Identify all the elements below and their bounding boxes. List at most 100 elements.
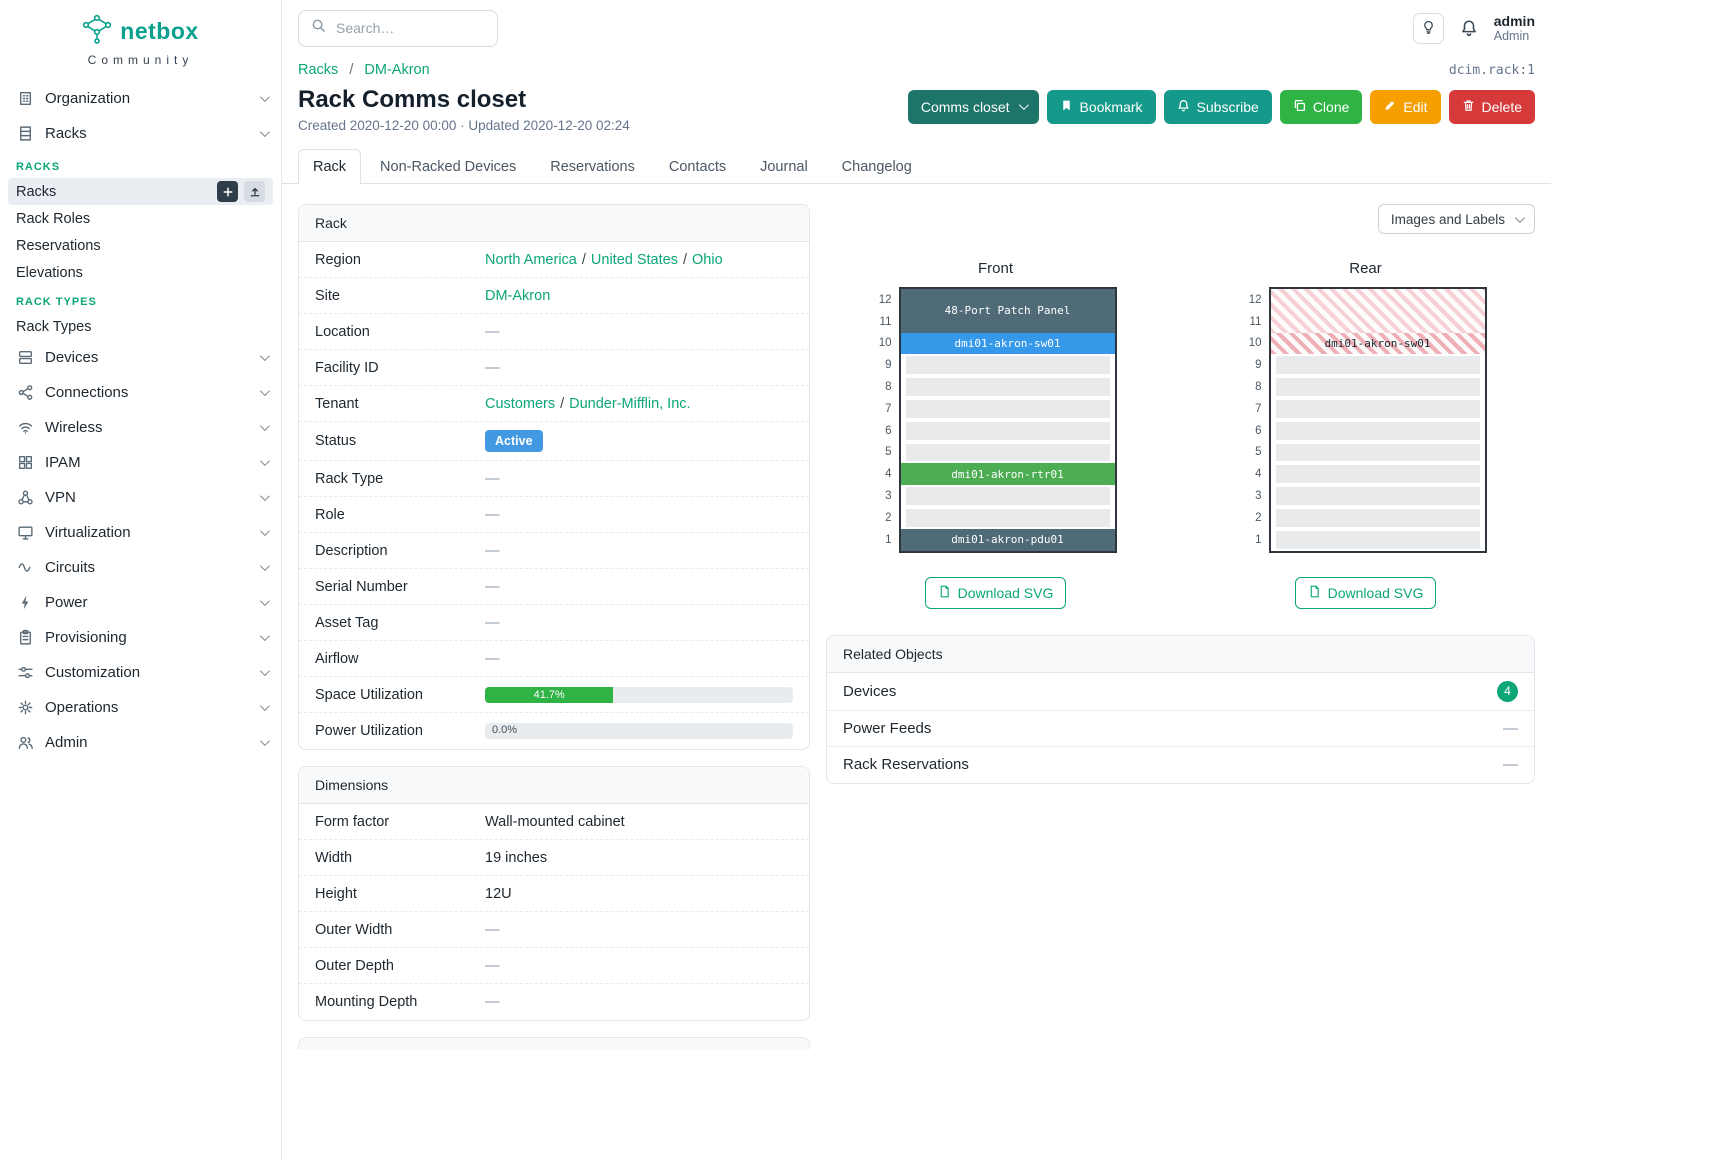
add-rack-button[interactable] <box>217 181 238 202</box>
related-row-power-feeds[interactable]: Power Feeds — <box>827 711 1534 747</box>
sidebar-item-label: IPAM <box>45 454 81 471</box>
subscribe-button[interactable]: Subscribe <box>1163 89 1272 124</box>
rack-unit-slot <box>901 354 1115 376</box>
sidebar-item-label: Connections <box>45 384 129 401</box>
clone-button[interactable]: Clone <box>1279 89 1363 124</box>
location-dropdown-button[interactable]: Comms closet <box>907 89 1039 124</box>
attr-row-airflow: Airflow — <box>299 641 809 677</box>
related-row-devices[interactable]: Devices 4 <box>827 673 1534 711</box>
sidebar-item-customization[interactable]: Customization <box>0 655 281 690</box>
page-title: Rack Comms closet <box>298 86 527 113</box>
tab-non-racked-devices[interactable]: Non-Racked Devices <box>380 159 517 175</box>
rack-device-dmi01-akron-sw01[interactable]: dmi01-akron-sw01 <box>900 332 1115 355</box>
progress-zero-label: 0.0% <box>492 724 518 736</box>
link-north-america[interactable]: North America <box>485 251 577 268</box>
unit-number: 12 <box>878 293 892 306</box>
netbox-logo[interactable]: netbox Community <box>0 10 281 81</box>
rack-unit-slot <box>901 420 1115 442</box>
import-rack-button[interactable] <box>244 181 265 202</box>
rack-unit-slot <box>1271 529 1485 551</box>
rack-device-dmi01-akron-sw01[interactable]: dmi01-akron-sw01 <box>1270 332 1485 355</box>
edit-button[interactable]: Edit <box>1370 89 1441 124</box>
sidebar-item-virtualization[interactable]: Virtualization <box>0 515 281 550</box>
rack-elevation-front: Front 12 11 10 9 8 7 6 5 4 3 2 1 48-Port Patch Pane… <box>875 260 1117 609</box>
link-separator: / <box>682 251 687 268</box>
rack-unit-slot <box>901 376 1115 398</box>
elevation-title-rear: Rear <box>1349 260 1382 277</box>
sidebar-subitem-rack-roles[interactable]: Rack Roles <box>8 205 273 232</box>
sidebar-item-power[interactable]: Power <box>0 585 281 620</box>
sidebar-item-connections[interactable]: Connections <box>0 375 281 410</box>
tab-changelog[interactable]: Changelog <box>841 159 912 175</box>
download-svg-front-button[interactable]: Download SVG <box>924 576 1067 609</box>
tab-reservations[interactable]: Reservations <box>550 159 635 175</box>
tab-contacts[interactable]: Contacts <box>668 159 727 175</box>
unit-number: 3 <box>1255 490 1262 503</box>
search-box[interactable] <box>298 9 498 47</box>
empty-value: — <box>485 323 500 340</box>
sidebar-item-provisioning[interactable]: Provisioning <box>0 620 281 655</box>
dark-mode-toggle[interactable] <box>1412 12 1444 44</box>
sidebar-item-circuits[interactable]: Circuits <box>0 550 281 585</box>
sidebar-item-wireless[interactable]: Wireless <box>0 410 281 445</box>
breadcrumb-site[interactable]: DM-Akron <box>364 62 430 78</box>
sidebar-subitem-label: Rack Roles <box>16 210 91 227</box>
sidebar-item-label: Admin <box>45 734 88 751</box>
sidebar-item-ipam[interactable]: IPAM <box>0 445 281 480</box>
sidebar-subitem-elevations[interactable]: Elevations <box>8 259 273 286</box>
field-label: Asset Tag <box>315 614 379 631</box>
breadcrumb-racks[interactable]: Racks <box>298 62 339 78</box>
sidebar-subitem-label: Reservations <box>16 237 101 254</box>
user-menu[interactable]: admin Admin <box>1494 13 1535 43</box>
sidebar-item-organization[interactable]: Organization <box>0 81 281 116</box>
delete-button[interactable]: Delete <box>1448 89 1535 124</box>
link-ohio[interactable]: Ohio <box>692 251 723 268</box>
unit-number: 7 <box>885 402 892 415</box>
notifications-bell-icon[interactable] <box>1460 19 1478 37</box>
count-badge: 4 <box>1497 680 1518 702</box>
download-svg-rear-button[interactable]: Download SVG <box>1294 576 1437 609</box>
rack-device-shadow <box>1270 289 1485 333</box>
sidebar-subitem-reservations[interactable]: Reservations <box>8 232 273 259</box>
rack-device-48-port-patch-panel[interactable]: 48-Port Patch Panel <box>900 289 1115 333</box>
attr-row-space-utilization: Space Utilization 41.7% <box>299 677 809 713</box>
grid-icon <box>16 454 34 472</box>
rack-device-dmi01-akron-rtr01[interactable]: dmi01-akron-rtr01 <box>900 463 1115 486</box>
rack-device-dmi01-akron-pdu01[interactable]: dmi01-akron-pdu01 <box>900 528 1115 551</box>
tab-journal[interactable]: Journal <box>760 159 808 175</box>
link-dm-akron[interactable]: DM-Akron <box>485 287 551 304</box>
related-objects-rows: Devices 4 Power Feeds — Rack Reservations — <box>827 673 1534 783</box>
link-dunder-mifflin-inc[interactable]: Dunder-Mifflin, Inc. <box>569 395 691 412</box>
sidebar-subitem-racks[interactable]: Racks <box>8 178 273 205</box>
field-label: Form factor <box>315 813 390 830</box>
tab-rack[interactable]: Rack <box>298 149 362 185</box>
bookmark-label: Bookmark <box>1079 98 1143 115</box>
link-customers[interactable]: Customers <box>485 395 556 412</box>
link-united-states[interactable]: United States <box>590 251 678 268</box>
sidebar-item-vpn[interactable]: VPN <box>0 480 281 515</box>
field-value-text: 12U <box>485 885 512 902</box>
sidebar-item-operations[interactable]: Operations <box>0 690 281 725</box>
search-icon <box>311 18 326 38</box>
lightbulb-icon <box>1421 19 1436 37</box>
pencil-icon <box>1383 99 1396 115</box>
sidebar-item-label: Customization <box>45 664 141 681</box>
sidebar-subitem-rack-types[interactable]: Rack Types <box>8 313 273 340</box>
unit-number: 5 <box>1255 446 1262 459</box>
clipboard-icon <box>16 629 34 647</box>
network-icon <box>16 489 34 507</box>
sidebar-item-admin[interactable]: Admin <box>0 725 281 760</box>
rack-unit-slot <box>1271 420 1485 442</box>
images-labels-select[interactable]: Images and Labels <box>1377 204 1535 234</box>
sidebar-item-racks[interactable]: Racks <box>0 116 281 151</box>
related-row-rack-reservations[interactable]: Rack Reservations — <box>827 747 1534 783</box>
field-value: — <box>485 615 793 631</box>
chevron-down-icon <box>1018 100 1029 111</box>
user-role: Admin <box>1493 28 1530 43</box>
chevron-down-icon <box>259 421 270 432</box>
bookmark-button[interactable]: Bookmark <box>1046 89 1156 124</box>
search-input[interactable] <box>334 19 485 37</box>
sidebar-item-devices[interactable]: Devices <box>0 340 281 375</box>
field-label: Tenant <box>315 395 359 412</box>
topbar: admin Admin <box>282 0 1551 56</box>
